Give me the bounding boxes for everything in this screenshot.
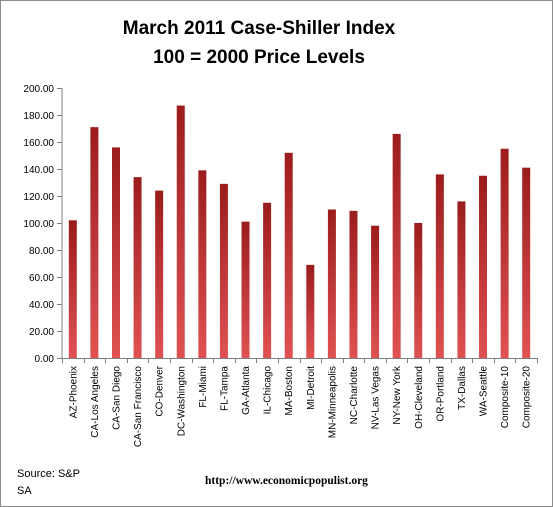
y-tick-label: 160.00: [23, 138, 54, 149]
source-line: Source: S&P: [17, 468, 80, 480]
bar: [435, 174, 444, 358]
bar: [133, 177, 142, 358]
bar: [457, 201, 466, 358]
y-tick-label: 100.00: [23, 219, 54, 230]
x-category-label: AZ-Phoenix: [68, 366, 79, 418]
x-category-label: MA-Boston: [284, 366, 295, 415]
bar: [111, 147, 120, 358]
bar: [284, 152, 293, 358]
source-note: Source: S&P SA: [17, 466, 80, 500]
y-tick-label: 200.00: [23, 84, 54, 95]
y-tick-label: 0.00: [35, 354, 55, 365]
x-category-label: TX-Dallas: [457, 366, 468, 410]
bar: [90, 127, 99, 359]
x-axis: AZ-Phoenix CA-Los Angeles CA-San Diego CA-S…: [62, 358, 538, 447]
x-category-label: NV-Las Vegas: [371, 366, 382, 429]
x-category-label: DC-Washington: [176, 366, 187, 436]
x-category-label: WA-Seattle: [479, 366, 490, 417]
bar: [306, 264, 315, 358]
x-category-label: Composite-20: [522, 366, 533, 429]
bar: [414, 223, 423, 358]
chart-subtitle: 100 = 2000 Price Levels: [153, 47, 365, 68]
source-sa: SA: [17, 485, 32, 497]
x-category-label: CO-Denver: [155, 365, 166, 416]
x-category-label: CA-San Francisco: [133, 366, 144, 448]
x-category-label: Composite-10: [500, 366, 511, 429]
x-category-label: IL-Chicago: [263, 366, 274, 415]
x-category-label: NY-New York: [392, 365, 403, 425]
bar: [522, 167, 531, 358]
source-url: http://www.economicpopulist.org: [205, 475, 368, 487]
y-tick-label: 120.00: [23, 192, 54, 203]
y-axis: 0.00 20.00 40.00 60.00 80.00 100.00 120.00 140.…: [23, 84, 63, 365]
x-category-label: CA-San Diego: [111, 366, 122, 430]
bar: [479, 175, 488, 358]
x-category-label: MI-Detroit: [306, 366, 317, 410]
chart-title: March 2011 Case-Shiller Index: [123, 18, 396, 39]
bar: [500, 148, 509, 358]
x-category-label: GA-Atlanta: [241, 366, 252, 415]
bar: [327, 209, 336, 358]
bar: [68, 220, 77, 358]
bar: [155, 190, 164, 358]
x-category-label: CA-Los Angeles: [90, 366, 101, 438]
x-category-label: OR-Portland: [435, 366, 446, 422]
bar: [241, 221, 250, 358]
y-tick-label: 40.00: [29, 300, 54, 311]
x-category-label: FL-Tampa: [219, 366, 230, 411]
y-tick-label: 60.00: [29, 273, 54, 284]
bar: [219, 183, 228, 358]
bar: [263, 202, 272, 358]
x-category-label: OH-Cleveland: [414, 366, 425, 429]
y-tick-label: 140.00: [23, 165, 54, 176]
bars: [68, 105, 531, 359]
x-category-label: FL-Miami: [198, 366, 209, 408]
y-tick-label: 80.00: [29, 246, 54, 257]
x-category-label: NC-Charlotte: [349, 366, 360, 425]
bar: [198, 170, 207, 358]
y-tick-label: 180.00: [23, 111, 54, 122]
bar: [392, 133, 401, 358]
bar: [371, 225, 380, 358]
x-category-label: MN-Minneapolis: [327, 366, 338, 438]
bar: [176, 105, 185, 358]
y-tick-label: 20.00: [29, 327, 54, 338]
bar: [349, 210, 358, 358]
